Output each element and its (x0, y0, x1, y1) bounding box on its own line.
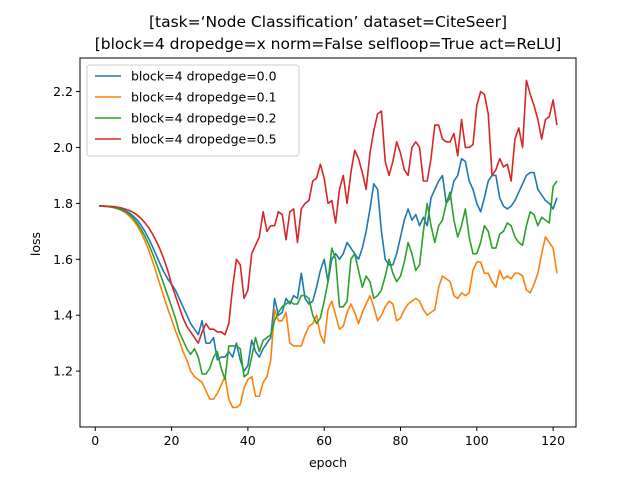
y-tick-label: 1.8 (53, 196, 73, 211)
series-line-0 (99, 157, 558, 372)
x-tick-label: 20 (164, 433, 180, 448)
x-tick-label: 0 (91, 433, 99, 448)
x-tick-label: 40 (240, 433, 256, 448)
series-line-3 (99, 79, 558, 344)
legend-box (86, 64, 300, 157)
y-tick-label: 2.2 (53, 84, 73, 99)
legend-label-2: block=4 dropedge=0.2 (131, 111, 277, 126)
legend-label-0: block=4 dropedge=0.0 (131, 69, 277, 84)
legend: block=4 dropedge=0.0 block=4 dropedge=0.1… (86, 64, 300, 157)
x-axis: 0 20 40 60 80 100 120 (91, 427, 565, 448)
legend-label-1: block=4 dropedge=0.1 (131, 90, 277, 105)
y-tick-label: 1.2 (53, 364, 73, 379)
y-tick-label: 1.4 (53, 308, 73, 323)
series-line-2 (99, 180, 558, 381)
plot-frame (79, 57, 577, 428)
y-tick-label: 1.6 (53, 252, 73, 267)
y-axis-label: loss (28, 232, 43, 256)
x-tick-label: 100 (465, 433, 489, 448)
chart-subtitle: [block=4 dropedge=x norm=False selfloop=… (95, 35, 562, 53)
plot-lines (99, 79, 558, 409)
y-axis: 1.2 1.4 1.6 1.8 2.0 2.2 (53, 84, 80, 379)
legend-label-3: block=4 dropedge=0.5 (131, 132, 277, 147)
y-tick-label: 2.0 (53, 140, 73, 155)
series-line-1 (99, 205, 558, 409)
chart-title: [task=‘Node Classification’ dataset=Cite… (149, 13, 507, 31)
x-tick-label: 80 (393, 433, 409, 448)
x-axis-label: epoch (309, 455, 347, 470)
x-tick-label: 120 (541, 433, 565, 448)
x-tick-label: 60 (316, 433, 332, 448)
